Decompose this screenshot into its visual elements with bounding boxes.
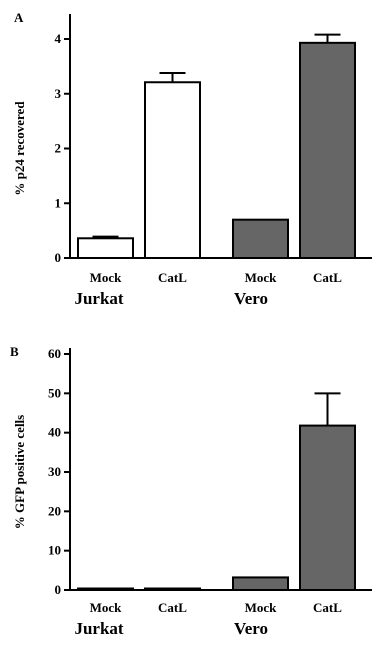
y-axis-label: % GFP positive cells [12, 415, 27, 529]
bar [299, 424, 356, 591]
bar [232, 576, 289, 591]
bar [144, 587, 201, 591]
y-tick-label: 50 [48, 385, 61, 400]
x-tick-label: CatL [313, 270, 342, 285]
x-tick-label: Mock [90, 270, 123, 285]
bar [77, 237, 134, 259]
y-tick-label: 4 [55, 31, 62, 46]
y-tick-label: 1 [55, 195, 62, 210]
y-tick-label: 20 [48, 503, 61, 518]
panel-a: A 0 1 2 3 4 % p24 recovered Mock CatL Mock CatL Jur… [12, 10, 372, 308]
y-tick-label: 3 [55, 86, 62, 101]
panel-label: B [10, 344, 19, 359]
group-label: Jurkat [74, 289, 123, 308]
x-tick-label: CatL [313, 600, 342, 615]
group-label: Vero [234, 619, 268, 638]
x-tick-label: CatL [158, 600, 187, 615]
x-tick-label: CatL [158, 270, 187, 285]
x-tick-label: Mock [245, 600, 278, 615]
group-label: Vero [234, 289, 268, 308]
bar [77, 587, 134, 591]
x-tick-label: Mock [245, 270, 278, 285]
panel-label: A [14, 10, 24, 25]
y-axis-label: % p24 recovered [12, 101, 27, 196]
bar [299, 41, 356, 259]
y-tick-label: 0 [55, 250, 62, 265]
y-tick-label: 60 [48, 346, 61, 361]
y-tick-label: 30 [48, 464, 61, 479]
bar [232, 218, 289, 260]
bar [144, 81, 201, 259]
y-tick-label: 10 [48, 543, 61, 558]
y-tick-label: 0 [55, 582, 62, 597]
x-tick-label: Mock [90, 600, 123, 615]
group-label: Jurkat [74, 619, 123, 638]
y-tick-label: 40 [48, 425, 61, 440]
y-tick-label: 2 [55, 141, 62, 156]
panel-b: B 0 10 20 30 40 50 60 % GFP positive cells Mock Ca… [10, 344, 372, 638]
